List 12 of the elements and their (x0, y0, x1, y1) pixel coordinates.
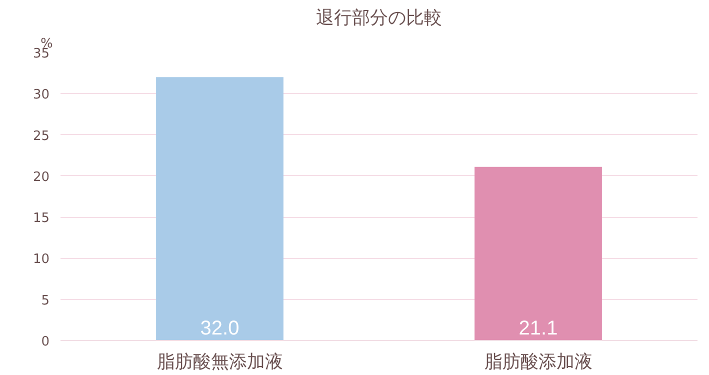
y-tick-label: 15 (32, 211, 50, 226)
y-tick-label: 25 (32, 128, 50, 144)
y-tick-label: 0 (41, 334, 50, 350)
chart-title: 退行部分の比較 (316, 8, 442, 28)
y-tick-label: 5 (41, 293, 50, 308)
data-label: 21.1 (518, 318, 558, 340)
y-tick-label: 30 (32, 88, 50, 103)
x-tick-label: 脂肪酸無添加液 (156, 352, 283, 372)
y-tick-label: 20 (32, 170, 50, 185)
data-label: 32.0 (200, 318, 240, 340)
y-tick-label: 10 (32, 252, 50, 268)
x-tick-label: 脂肪酸添加液 (484, 352, 592, 372)
